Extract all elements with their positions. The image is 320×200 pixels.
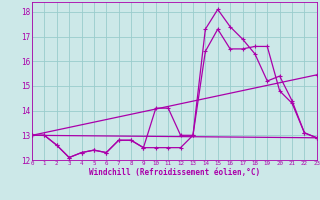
X-axis label: Windchill (Refroidissement éolien,°C): Windchill (Refroidissement éolien,°C) xyxy=(89,168,260,177)
